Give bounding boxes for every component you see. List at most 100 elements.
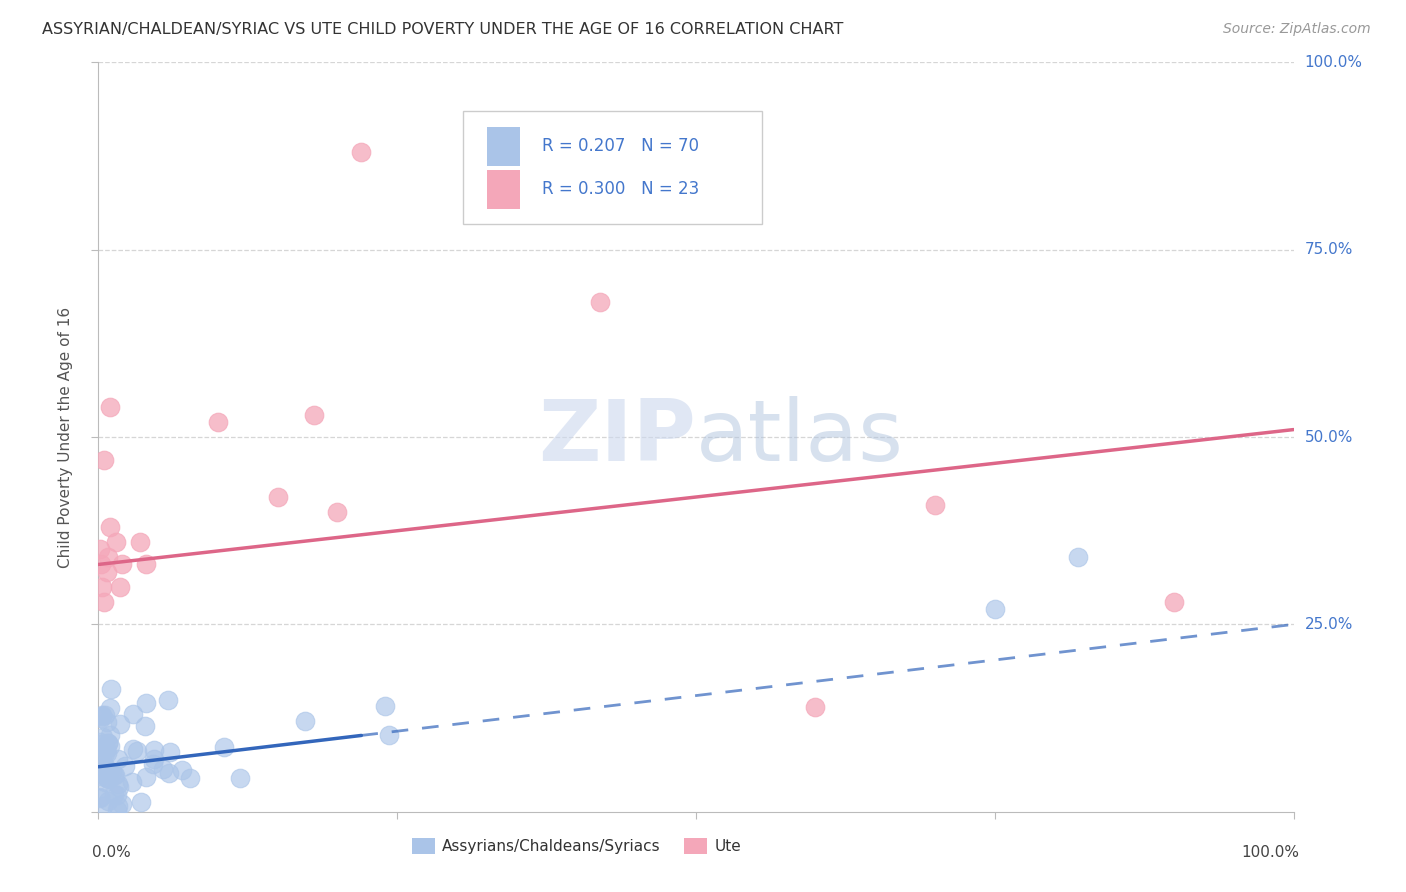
Point <box>94 759 117 773</box>
Point <box>142 756 165 771</box>
Point <box>98 728 121 742</box>
Point <box>135 770 157 784</box>
Point <box>96 565 118 579</box>
Point <box>107 777 129 791</box>
Point <box>157 765 180 780</box>
Point <box>129 535 152 549</box>
Point <box>326 505 349 519</box>
Text: 25.0%: 25.0% <box>1305 617 1353 632</box>
Point <box>350 145 373 160</box>
Point <box>121 775 143 789</box>
Point <box>94 740 117 755</box>
Text: 75.0%: 75.0% <box>1305 243 1353 257</box>
Point <box>108 717 131 731</box>
Point <box>111 797 134 811</box>
Text: Source: ZipAtlas.com: Source: ZipAtlas.com <box>1223 22 1371 37</box>
Point <box>143 743 166 757</box>
Point <box>90 708 112 723</box>
Bar <box>486 127 520 166</box>
Point <box>98 701 121 715</box>
Point <box>114 759 136 773</box>
Point <box>96 765 118 780</box>
Text: 50.0%: 50.0% <box>1305 430 1353 444</box>
Point <box>94 708 117 723</box>
Point <box>91 799 114 814</box>
Point <box>94 742 117 756</box>
Point <box>93 761 115 775</box>
Text: atlas: atlas <box>696 395 904 479</box>
Text: ASSYRIAN/CHALDEAN/SYRIAC VS UTE CHILD POVERTY UNDER THE AGE OF 16 CORRELATION CH: ASSYRIAN/CHALDEAN/SYRIAC VS UTE CHILD PO… <box>42 22 844 37</box>
Point <box>159 745 181 759</box>
Point <box>90 558 112 572</box>
Point <box>96 714 118 729</box>
Text: 0.0%: 0.0% <box>93 846 131 861</box>
Point <box>97 772 120 786</box>
Point <box>93 775 115 789</box>
Point <box>134 718 156 732</box>
Point <box>97 794 120 808</box>
Point <box>98 400 122 414</box>
Point <box>135 558 157 572</box>
Point <box>294 714 316 728</box>
Point <box>96 771 118 785</box>
Point <box>131 795 153 809</box>
Point <box>89 542 111 557</box>
Legend: Assyrians/Chaldeans/Syriacs, Ute: Assyrians/Chaldeans/Syriacs, Ute <box>406 831 747 860</box>
Point <box>156 692 179 706</box>
Text: ZIP: ZIP <box>538 395 696 479</box>
Point <box>804 699 827 714</box>
Point <box>91 730 114 744</box>
Point <box>1067 549 1090 564</box>
Point <box>104 768 127 782</box>
Text: R = 0.207   N = 70: R = 0.207 N = 70 <box>541 137 699 155</box>
Point <box>100 682 122 697</box>
FancyBboxPatch shape <box>463 112 762 224</box>
Point <box>924 498 946 512</box>
Point <box>302 408 325 422</box>
Point <box>103 768 125 782</box>
Point <box>125 744 148 758</box>
Point <box>90 711 112 725</box>
Text: 100.0%: 100.0% <box>1305 55 1362 70</box>
Point <box>93 452 115 467</box>
Point <box>96 746 118 760</box>
Point <box>89 763 111 777</box>
Point <box>374 699 396 714</box>
Point <box>111 558 134 572</box>
Point <box>100 764 122 779</box>
Point <box>93 595 115 609</box>
Point <box>105 535 128 549</box>
Point <box>267 490 290 504</box>
Point <box>1163 595 1185 609</box>
Point <box>122 707 145 722</box>
Point <box>97 736 120 750</box>
Point <box>91 756 114 770</box>
Point <box>207 415 229 429</box>
Point <box>108 580 131 594</box>
Point <box>229 772 252 786</box>
Point <box>121 741 143 756</box>
Point <box>107 799 129 814</box>
Point <box>89 790 111 805</box>
Point <box>179 771 201 785</box>
Point <box>91 737 114 751</box>
Point <box>97 549 120 564</box>
Point <box>100 739 122 754</box>
Y-axis label: Child Poverty Under the Age of 16: Child Poverty Under the Age of 16 <box>58 307 73 567</box>
Point <box>97 736 120 750</box>
Point <box>589 295 612 310</box>
Text: 100.0%: 100.0% <box>1241 846 1299 861</box>
Point <box>212 740 235 755</box>
Point <box>98 765 121 780</box>
Point <box>172 763 194 777</box>
Point <box>91 580 114 594</box>
Point <box>89 735 111 749</box>
Point <box>96 770 118 784</box>
Point <box>98 520 122 534</box>
Point <box>105 788 128 802</box>
Point <box>152 762 174 776</box>
Point <box>90 707 112 722</box>
Bar <box>486 169 520 209</box>
Text: R = 0.300   N = 23: R = 0.300 N = 23 <box>541 180 699 198</box>
Point <box>103 787 125 801</box>
